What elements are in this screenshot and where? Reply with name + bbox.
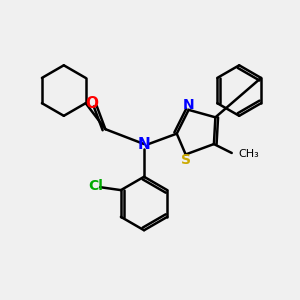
Text: O: O bbox=[85, 96, 98, 111]
Text: Cl: Cl bbox=[88, 179, 103, 193]
Text: N: N bbox=[183, 98, 194, 112]
Text: N: N bbox=[138, 137, 150, 152]
Text: CH₃: CH₃ bbox=[238, 149, 259, 160]
Text: S: S bbox=[181, 153, 191, 167]
